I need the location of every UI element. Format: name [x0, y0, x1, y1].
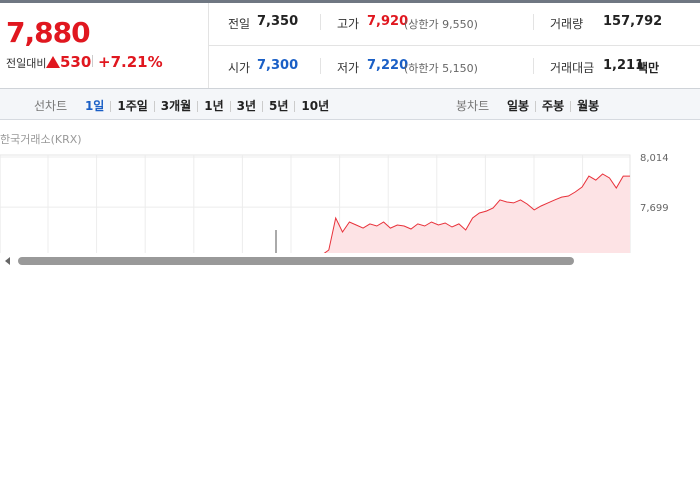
label: 전일 — [228, 17, 251, 31]
period-tab[interactable]: 10년 — [301, 99, 330, 113]
value: 1,211 — [603, 58, 645, 73]
period-tab[interactable]: 1년 — [204, 99, 224, 113]
line-chart-group: 선차트 1일 1주일 3개월 1년 3년 5년 10년 — [34, 97, 329, 114]
change-rate: +7.21% — [98, 53, 163, 71]
divider — [0, 88, 700, 89]
separator — [262, 101, 263, 112]
source: 한국거래소(KRX) — [0, 133, 82, 146]
candle-chart-group: 봉차트 일봉 주봉 월봉 — [456, 97, 599, 114]
scroll-arrow[interactable] — [5, 257, 10, 265]
candle-tab[interactable]: 월봉 — [577, 99, 600, 113]
price-line — [323, 173, 630, 253]
period-tab[interactable]: 5년 — [269, 99, 289, 113]
change-label: 전일대비 — [6, 57, 47, 70]
value: 7,300 — [257, 58, 299, 73]
separator — [294, 101, 296, 112]
label: 시가 — [228, 61, 251, 75]
label: 거래량 — [550, 17, 584, 31]
separator — [153, 101, 155, 112]
toolbar: 선차트 1일 1주일 3개월 1년 3년 5년 10년 봉차트 일봉 주봉 월봉 — [0, 89, 700, 120]
toolbar-label: 봉차트 — [456, 99, 490, 113]
period-tab[interactable]: 3년 — [236, 99, 256, 113]
value: 7,920 — [367, 14, 409, 29]
unit: 백만 — [637, 61, 660, 75]
area — [324, 174, 630, 253]
divider — [533, 14, 534, 30]
divider — [320, 14, 321, 30]
separator — [570, 101, 572, 112]
separator — [197, 101, 199, 112]
divider — [209, 45, 700, 46]
scrollbar-thumb[interactable] — [18, 257, 574, 265]
up-arrow — [46, 56, 60, 68]
value: 157,792 — [603, 14, 663, 29]
toolbar-label: 선차트 — [34, 99, 68, 113]
label: 거래대금 — [550, 61, 595, 75]
period-tab[interactable]: 3개월 — [160, 99, 192, 113]
limit: (상한가 9,550) — [404, 18, 478, 31]
top-border — [0, 0, 700, 3]
separator — [110, 101, 112, 112]
separator — [92, 55, 93, 67]
separator — [535, 101, 537, 112]
price: 7,880 — [6, 16, 91, 49]
value: 7,220 — [367, 58, 409, 73]
separator — [229, 101, 231, 112]
label: 저가 — [337, 61, 360, 75]
value: 7,350 — [257, 14, 299, 29]
change: 530 — [60, 53, 92, 71]
period-tab[interactable]: 1주일 — [117, 99, 148, 113]
period-tab[interactable]: 1일 — [84, 99, 105, 113]
label: 고가 — [337, 17, 360, 31]
y-tick-label: 8,014 — [640, 153, 669, 164]
divider — [533, 58, 534, 74]
divider — [208, 3, 209, 89]
limit: (하한가 5,150) — [404, 62, 478, 75]
y-tick-label: 7,699 — [640, 203, 669, 214]
candle-tab[interactable]: 주봉 — [542, 99, 565, 113]
divider — [320, 58, 321, 74]
candle-tab[interactable]: 일봉 — [506, 99, 530, 113]
